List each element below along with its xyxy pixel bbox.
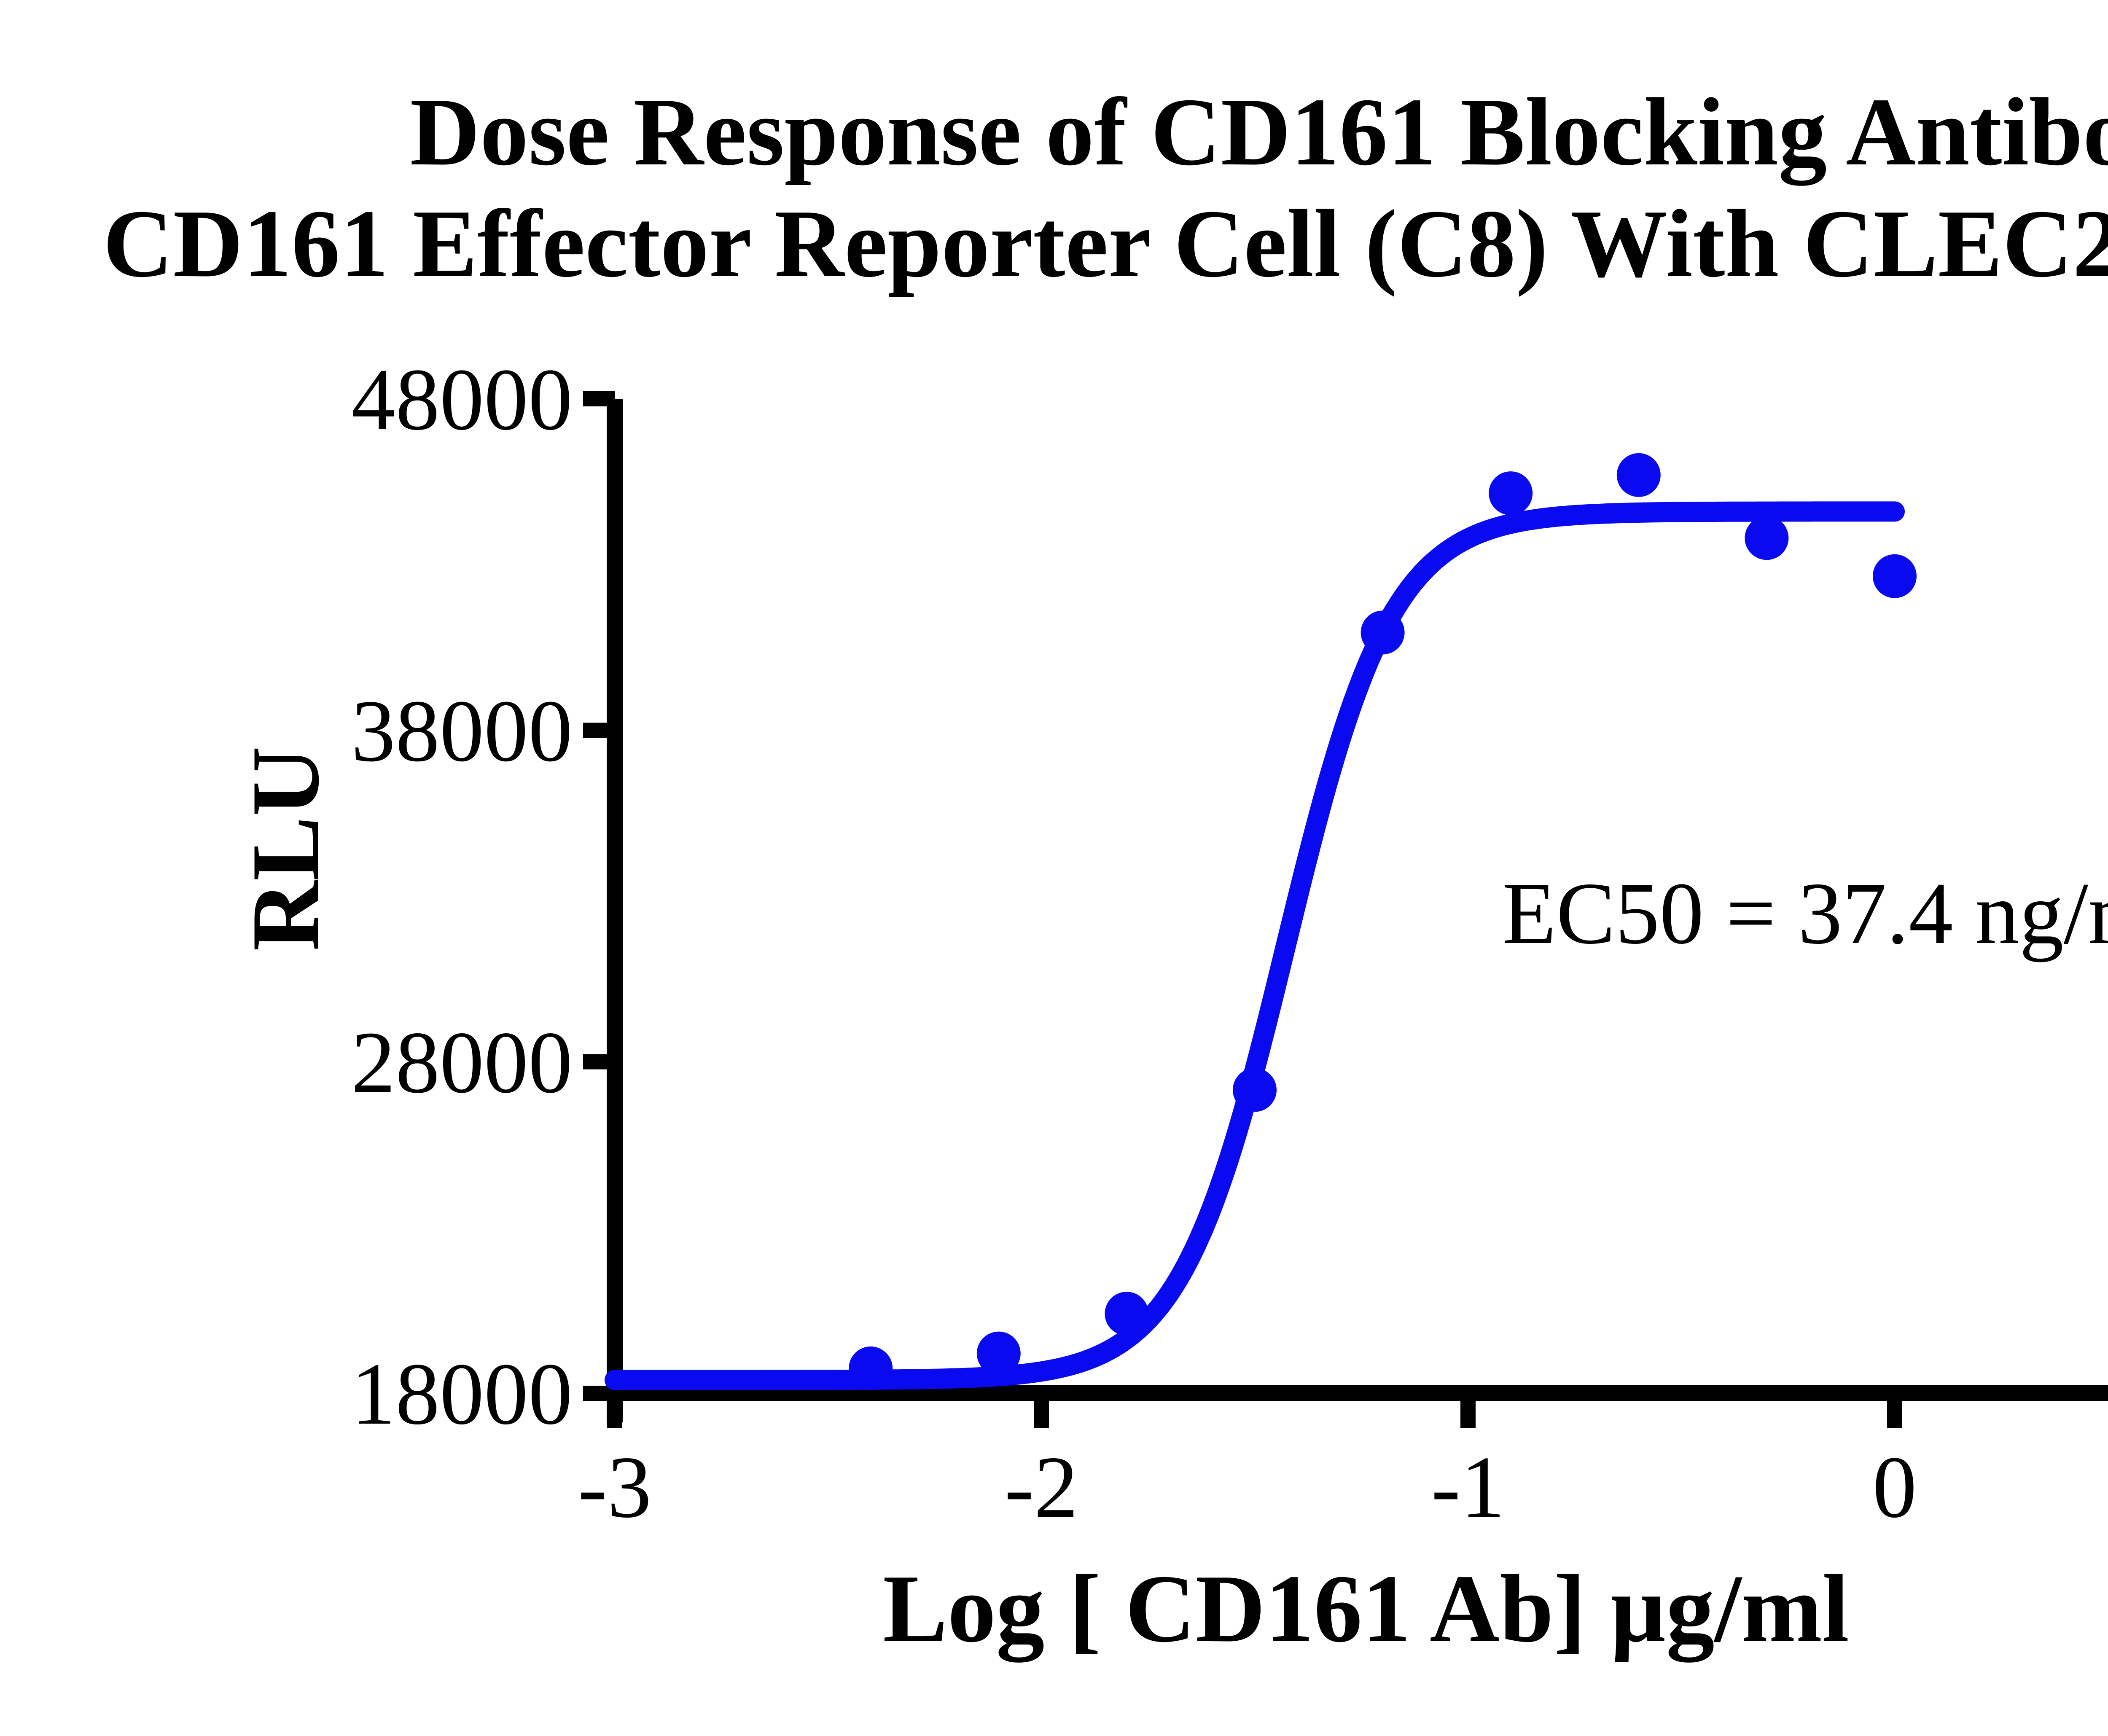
y-tick-label: 18000 xyxy=(351,1345,573,1443)
y-axis-title: RLU xyxy=(231,746,339,951)
y-tick-label: 48000 xyxy=(351,351,573,449)
x-axis-title: Log [ CD161 Ab] µg/ml xyxy=(883,1555,1849,1663)
data-point xyxy=(1233,1068,1277,1112)
data-point xyxy=(1616,453,1661,497)
x-tick-label: -1 xyxy=(1431,1438,1505,1536)
y-axis: 48000 38000 28000 18000 RLU xyxy=(231,351,623,1443)
data-point xyxy=(1361,610,1405,655)
x-axis: -3 -2 -1 0 Log [ CD161 Ab] µg/ml xyxy=(578,1385,2108,1663)
data-point xyxy=(1105,1292,1149,1336)
data-point xyxy=(849,1346,893,1391)
x-tick-label: -3 xyxy=(578,1438,652,1536)
ec50-annotation: EC50 = 37.4 ng/ml xyxy=(1502,865,2108,962)
data-point xyxy=(976,1331,1021,1376)
data-point xyxy=(1873,554,1917,598)
x-tick-label: 0 xyxy=(1873,1438,1917,1536)
y-tick-label: 38000 xyxy=(351,682,573,780)
x-tick-group: -3 -2 -1 0 xyxy=(578,1393,1917,1536)
data-point xyxy=(1489,471,1533,516)
data-points xyxy=(849,453,1917,1391)
x-tick-label: -2 xyxy=(1005,1438,1078,1536)
data-point xyxy=(1745,516,1789,560)
y-tick-label: 28000 xyxy=(351,1014,573,1112)
y-tick-group: 48000 38000 28000 18000 xyxy=(351,351,615,1443)
chart-title-line-2: CD161 Effector Reporter Cell (C8) With C… xyxy=(103,190,2108,297)
chart-title-line-1: Dose Response of CD161 Blocking Antibody… xyxy=(410,78,2108,186)
chart-title: Dose Response of CD161 Blocking Antibody… xyxy=(103,78,2108,297)
